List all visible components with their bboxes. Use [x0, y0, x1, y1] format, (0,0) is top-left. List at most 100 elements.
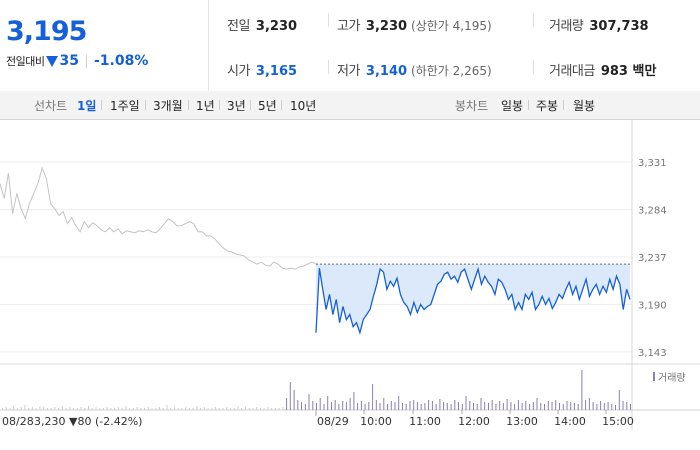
volume-bar — [65, 408, 67, 410]
volume-bar — [514, 404, 516, 410]
divider — [219, 100, 220, 110]
volume-bar — [581, 370, 583, 410]
volume-bar — [121, 408, 123, 410]
volume-bar — [529, 404, 531, 410]
x-tick-today: 08/29 — [317, 415, 349, 428]
volume-bar — [532, 402, 534, 410]
volume-bar — [17, 408, 18, 410]
volume-bar — [259, 408, 261, 410]
volume-bar — [319, 398, 321, 410]
volume-bar — [461, 404, 463, 410]
volume-bar — [566, 401, 568, 410]
volume-bar — [540, 403, 542, 410]
volume-bar — [630, 404, 631, 410]
volume-bar — [9, 408, 11, 410]
stat-label: 거래량 — [549, 19, 584, 34]
volume-bar — [323, 404, 325, 410]
volume-bar — [536, 398, 538, 410]
volume-bar — [54, 407, 56, 410]
stat-label: 거래대금 — [549, 64, 595, 79]
volume-bar — [402, 403, 403, 410]
volume-bar — [271, 408, 273, 410]
volume-bar — [600, 401, 602, 410]
volume-bar — [196, 406, 198, 410]
price-summary: 3,195 전일대비 35 -1.08% — [0, 0, 209, 91]
volume-bar — [248, 408, 250, 410]
volume-bar — [353, 392, 355, 410]
volume-bar — [387, 404, 388, 410]
divider — [188, 100, 189, 110]
volume-bar — [585, 400, 587, 410]
volume-bar — [233, 408, 235, 410]
stat-label: 전일 — [227, 19, 250, 34]
volume-bar — [473, 403, 474, 410]
volume-bar — [192, 408, 194, 410]
volume-bar — [435, 404, 437, 410]
change-label: 전일대비 — [6, 55, 45, 68]
volume-bar — [383, 398, 385, 410]
volume-bar — [174, 407, 175, 410]
volume-bar — [308, 394, 310, 410]
volume-bar — [559, 403, 560, 410]
period-1w[interactable]: 1주일 — [110, 99, 140, 113]
divider — [328, 60, 329, 74]
y-tick-label: 3,331 — [638, 158, 667, 169]
candle-daily[interactable]: 일봉 — [501, 99, 524, 113]
candle-weekly[interactable]: 주봉 — [536, 99, 559, 113]
period-5y[interactable]: 5년 — [258, 99, 277, 113]
volume-bar — [80, 407, 82, 410]
x-tick-prev-day: 08/28 — [2, 415, 34, 428]
x-tick-label: 15:00 — [602, 415, 634, 428]
period-10y[interactable]: 10년 — [290, 99, 317, 113]
volume-bar — [95, 407, 97, 410]
volume-bar — [35, 408, 37, 410]
period-3m[interactable]: 3개월 — [153, 99, 183, 113]
volume-bar — [117, 407, 119, 410]
volume-bar — [364, 404, 366, 410]
volume-bar — [218, 408, 220, 410]
divider — [101, 100, 102, 110]
volume-bar — [245, 407, 246, 410]
volume-bar — [278, 408, 280, 410]
volume-bar — [84, 408, 86, 410]
divider — [563, 100, 564, 110]
volume-bar — [446, 403, 448, 410]
volume-bar — [480, 398, 482, 410]
period-1d[interactable]: 1일 — [77, 99, 97, 113]
y-tick-label: 3,237 — [638, 253, 667, 264]
volume-bar — [106, 407, 108, 410]
x-tick-label: 14:00 — [554, 415, 586, 428]
period-3y[interactable]: 3년 — [227, 99, 246, 113]
volume-bar — [293, 390, 295, 410]
volume-legend-swatch — [653, 372, 655, 381]
volume-bar — [372, 384, 374, 410]
y-tick-label: 3,143 — [638, 348, 667, 359]
stat-trade-value: 거래대금 983 백만 — [549, 60, 656, 79]
volume-bar — [170, 408, 172, 410]
stats-panel: 전일 3,230 시가 3,165 고가 3,230 (상한가 4,195) 저가 3,1… — [209, 0, 700, 91]
volume-bar — [267, 407, 269, 410]
volume-bar — [420, 404, 422, 410]
stat-high: 고가 3,230 (상한가 4,195) — [337, 15, 492, 34]
volume-bar — [28, 408, 30, 410]
volume-bar — [596, 404, 598, 410]
volume-bar — [360, 401, 362, 410]
divider — [85, 54, 87, 68]
stat-value: 3,230 — [365, 19, 408, 34]
period-1y[interactable]: 1년 — [196, 99, 215, 113]
chart-toolbar: 선차트 1일 1주일 3개월 1년 3년 5년 10년 봉차트 일봉 주봉 월봉 — [0, 91, 700, 120]
volume-bar — [211, 408, 213, 410]
volume-bar — [562, 404, 564, 410]
volume-bar — [428, 400, 430, 410]
volume-bar — [274, 408, 276, 410]
volume-bar — [5, 407, 7, 410]
volume-bar — [544, 404, 545, 410]
volume-bar — [622, 401, 624, 410]
price-chart: 3,331 3,284 3,237 3,190 3,143 거래량 08/28 3,230 ▼… — [0, 120, 700, 450]
volume-bar — [43, 407, 45, 410]
volume-bar — [506, 399, 508, 410]
candle-monthly[interactable]: 월봉 — [573, 99, 596, 113]
volume-bar — [390, 401, 392, 410]
change-percent: -1.08% — [93, 53, 149, 69]
volume-bar — [439, 399, 441, 410]
